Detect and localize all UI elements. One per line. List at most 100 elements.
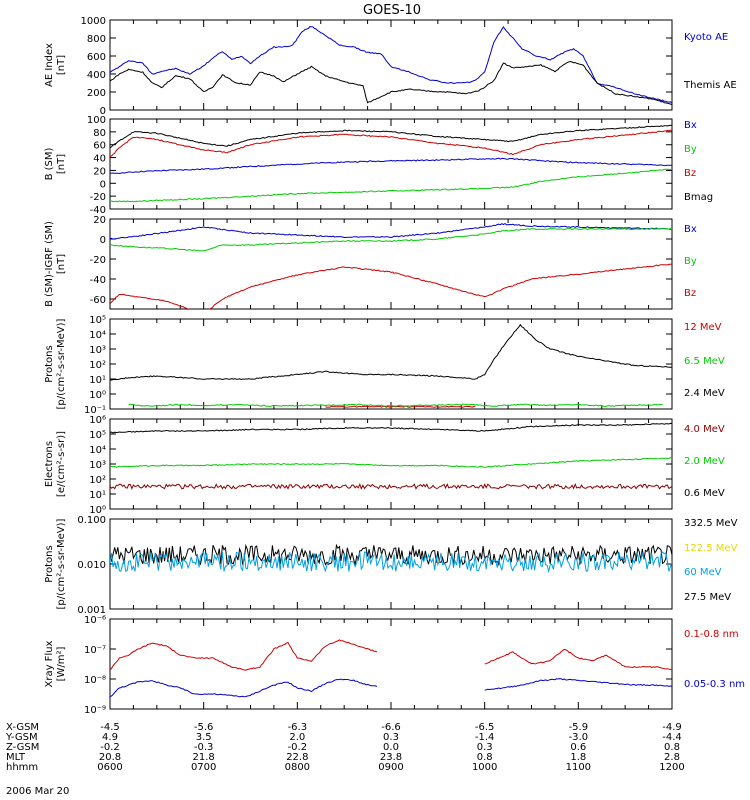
panel-protons1: 10⁻¹ 10⁰ 10¹ 10² 10³ 10⁴ 10⁵ Protons [p/(cm²-s-s… [44, 315, 725, 416]
table-cell: -0.2 [288, 742, 308, 753]
legend-label: Bx [684, 120, 697, 131]
panel-bdiff: -60 -40 -20 0 20 B (SM)-IGRF (SM) [nT] Bx By Bz [44, 215, 697, 310]
y-axis-label: [p/(cm²-s-sr-MeV)] [56, 318, 67, 409]
table-cell: 1000 [472, 762, 497, 773]
y-tick-label: 10⁴ [89, 445, 106, 456]
table-cell: 0.3 [477, 742, 493, 753]
y-tick-label: 0 [100, 179, 106, 190]
y-axis-label: AE Index [44, 43, 55, 87]
y-axis-label: Xray Flux [44, 640, 55, 687]
panel-xray: 10⁻⁹ 10⁻⁸ 10⁻⁷ 10⁻⁶ Xray Flux [W/m²] 0.1-0.8 n… [44, 615, 745, 716]
legend-label: 122.5 MeV [684, 543, 738, 554]
table-cell: -1.4 [475, 732, 495, 743]
y-tick-label: 400 [87, 70, 106, 81]
legend-label: 0.6 MeV [684, 488, 725, 499]
table-row-label: Z-GSM [6, 742, 39, 753]
y-tick-label: -20 [90, 255, 106, 266]
series-group [110, 223, 672, 309]
table-cell: -6.5 [475, 722, 495, 733]
y-tick-label: 40 [93, 154, 106, 165]
table-cell: -6.3 [288, 722, 308, 733]
legend-label: Bmag [684, 192, 713, 203]
date-label: 2006 Mar 20 [6, 786, 69, 797]
series-group [110, 323, 672, 408]
series-line [110, 124, 672, 149]
table-cell: -3.0 [569, 732, 589, 743]
table-cell: 0700 [191, 762, 216, 773]
series-line [110, 678, 378, 698]
legend-label: 27.5 MeV [684, 592, 731, 603]
y-tick-label: -40 [90, 205, 106, 216]
y-tick-label: 10² [89, 475, 106, 486]
y-tick-label: 10² [89, 360, 106, 371]
table-cell: -4.4 [662, 732, 682, 743]
series-group [110, 543, 672, 574]
y-axis-label: B (SM) [44, 147, 55, 180]
table-cell: 22.8 [286, 752, 308, 763]
y-tick-label: 10⁶ [89, 415, 106, 426]
table-row-label: Y-GSM [5, 732, 38, 743]
y-tick-label: 10⁻⁸ [84, 675, 106, 686]
table-cell: 0.8 [477, 752, 493, 763]
legend-label: 0.05-0.3 nm [684, 679, 745, 690]
legend-label: 2.0 MeV [684, 456, 725, 467]
y-axis-label: Protons [44, 345, 55, 382]
y-tick-label: 10⁵ [89, 430, 106, 441]
table-cell: 4.9 [102, 732, 118, 743]
series-line [484, 648, 672, 671]
table-cell: -4.9 [662, 722, 682, 733]
panel-electrons: 10⁰ 10¹ 10² 10³ 10⁴ 10⁵ 10⁶ Electrons [e/(cm²-s-… [44, 415, 725, 516]
y-tick-label: 10³ [89, 345, 106, 356]
table-cell: 0.6 [570, 742, 586, 753]
table-row-label: X-GSM [6, 722, 39, 733]
y-tick-label: 10⁵ [89, 315, 106, 326]
series-line [110, 550, 672, 574]
table-cell: -6.6 [381, 722, 401, 733]
table-cell: -5.6 [194, 722, 214, 733]
series-line [110, 168, 672, 203]
series-line [110, 639, 378, 671]
y-tick-label: 20 [93, 215, 106, 226]
table-cell: 2.8 [664, 752, 680, 763]
y-tick-label: 60 [93, 141, 106, 152]
panel-protons2: 0.001 0.010 0.100 Protons [p/(cm²-s-sr-MeV)]… [44, 515, 738, 616]
y-tick-label: 0 [100, 106, 106, 117]
y-tick-label: 0.001 [77, 605, 106, 616]
table-cell: -0.2 [100, 742, 120, 753]
table-cell: 3.5 [196, 732, 212, 743]
table-cell: 1100 [566, 762, 591, 773]
series-line [110, 227, 672, 252]
series-line [110, 543, 672, 567]
y-axis-label: [W/m²] [56, 646, 67, 681]
panel-ae: 0 200 400 600 800 1000 AE Index [nT] Kyoto AE The… [44, 16, 737, 117]
table-cell: 1.8 [570, 752, 586, 763]
table-cell: 0.8 [664, 742, 680, 753]
series-group [110, 124, 672, 203]
legend-label: 12 MeV [684, 322, 722, 333]
series-line [325, 405, 476, 408]
y-tick-label: 10⁻⁹ [84, 705, 106, 716]
legend-label: 6.5 MeV [684, 356, 725, 367]
series-line [110, 323, 672, 381]
legend-label: By [684, 144, 697, 155]
series-line [110, 157, 672, 175]
y-tick-label: 80 [93, 128, 106, 139]
x-axis-table: X-GSM -4.5 -5.6 -6.3 -6.6 -6.5 -5.9 -4.9 Y-GSM 4.… [5, 722, 685, 773]
legend-label: 4.0 MeV [684, 424, 725, 435]
y-tick-label: 10⁻⁷ [84, 645, 106, 656]
legend-label: Themis AE [683, 80, 737, 91]
legend-label: 2.4 MeV [684, 388, 725, 399]
y-tick-label: 0 [100, 235, 106, 246]
y-axis-label: Protons [44, 545, 55, 582]
y-tick-label: 10⁻¹ [84, 405, 106, 416]
y-axis-label: [nT] [56, 254, 67, 274]
y-tick-label: 10³ [89, 460, 106, 471]
y-axis-label: [nT] [56, 55, 67, 75]
y-tick-label: 10⁰ [89, 505, 106, 516]
table-row-label: hhmm [6, 762, 38, 773]
y-tick-label: 800 [87, 34, 106, 45]
